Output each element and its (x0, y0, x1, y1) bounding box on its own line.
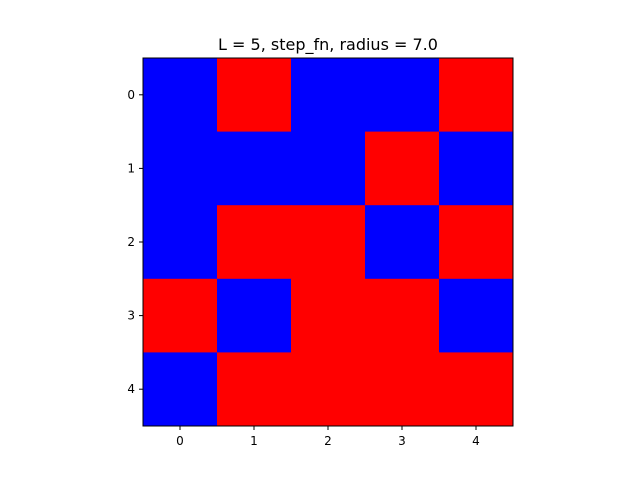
heatmap-cell-r1-c4 (439, 131, 514, 206)
x-tick-label: 3 (398, 434, 406, 448)
heatmap-cells (143, 58, 514, 427)
x-tick-label: 0 (176, 434, 184, 448)
heatmap-cell-r0-c4 (439, 58, 514, 133)
heatmap-cell-r3-c3 (365, 278, 440, 353)
heatmap-cell-r2-c0 (143, 205, 218, 280)
y-tick-label: 0 (127, 88, 135, 102)
heatmap-cell-r1-c2 (291, 131, 366, 206)
heatmap-cell-r3-c4 (439, 278, 514, 353)
chart-title: L = 5, step_fn, radius = 7.0 (218, 35, 438, 55)
heatmap-cell-r3-c2 (291, 278, 366, 353)
heatmap-cell-r2-c1 (217, 205, 292, 280)
heatmap-cell-r0-c3 (365, 58, 440, 133)
x-tick-label: 1 (250, 434, 258, 448)
heatmap-cell-r3-c1 (217, 278, 292, 353)
heatmap-cell-r1-c0 (143, 131, 218, 206)
y-tick-label: 2 (127, 235, 135, 249)
heatmap-cell-r4-c4 (439, 352, 514, 427)
heatmap-cell-r0-c0 (143, 58, 218, 133)
x-tick-label: 4 (472, 434, 480, 448)
x-axis: 0 1 2 3 4 (176, 426, 480, 448)
y-tick-label: 1 (127, 161, 135, 175)
heatmap-cell-r2-c4 (439, 205, 514, 280)
x-tick-label: 2 (324, 434, 332, 448)
heatmap-cell-r1-c1 (217, 131, 292, 206)
y-axis: 0 1 2 3 4 (127, 88, 143, 396)
heatmap-cell-r1-c3 (365, 131, 440, 206)
heatmap-cell-r2-c2 (291, 205, 366, 280)
heatmap-cell-r4-c0 (143, 352, 218, 427)
heatmap-cell-r4-c3 (365, 352, 440, 427)
heatmap-cell-r0-c1 (217, 58, 292, 133)
heatmap-cell-r2-c3 (365, 205, 440, 280)
y-tick-label: 3 (127, 309, 135, 323)
heatmap-cell-r0-c2 (291, 58, 366, 133)
heatmap-cell-r4-c2 (291, 352, 366, 427)
y-tick-label: 4 (127, 382, 135, 396)
heatmap-cell-r3-c0 (143, 278, 218, 353)
heatmap-cell-r4-c1 (217, 352, 292, 427)
